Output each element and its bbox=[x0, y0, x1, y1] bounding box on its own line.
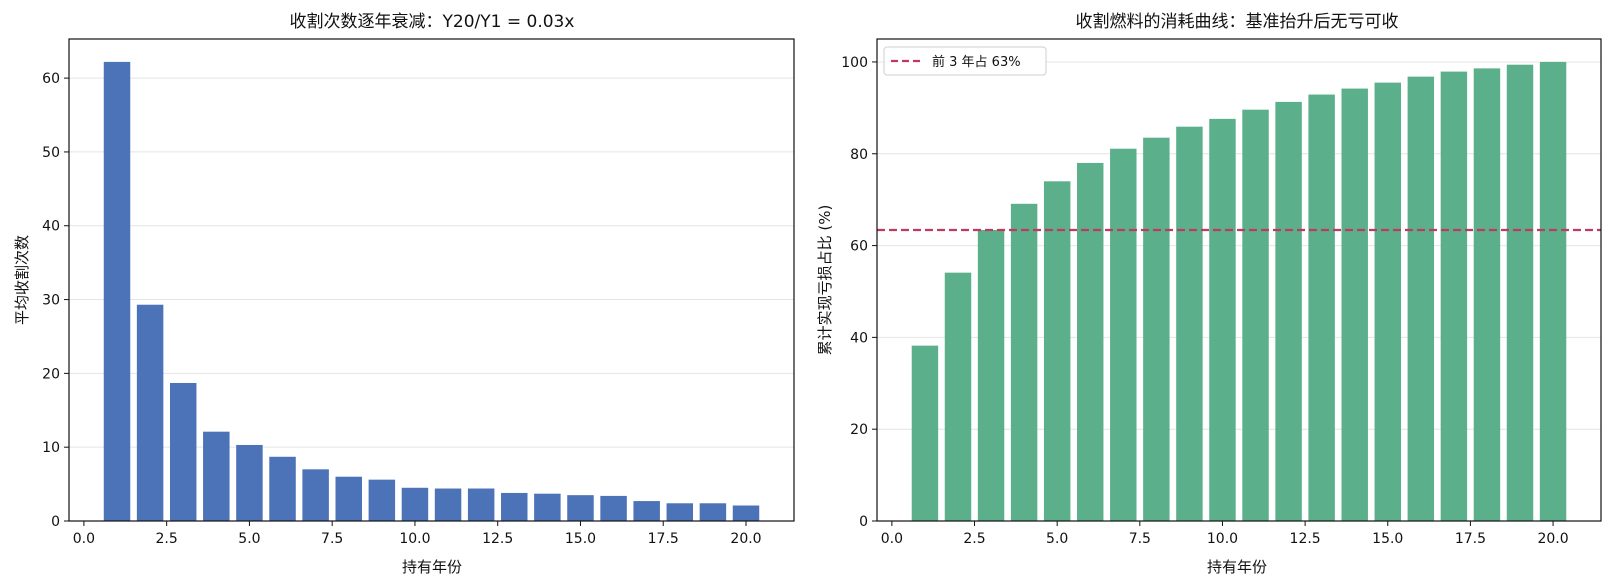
bar bbox=[666, 503, 694, 521]
bar bbox=[302, 469, 329, 521]
x-tick-label: 10.0 bbox=[1207, 531, 1238, 547]
bar bbox=[1043, 181, 1071, 522]
bar bbox=[236, 444, 263, 521]
x-tick-label: 2.5 bbox=[963, 531, 985, 547]
x-tick-label: 20.0 bbox=[730, 531, 761, 547]
bar bbox=[368, 479, 396, 521]
x-tick-label: 10.0 bbox=[399, 531, 430, 547]
bar bbox=[1010, 203, 1038, 521]
bar bbox=[1506, 64, 1534, 521]
plot-frame bbox=[876, 38, 1602, 522]
bar bbox=[1176, 126, 1203, 521]
bar bbox=[103, 61, 131, 522]
loss-consumption-chart: 收割燃料的消耗曲线：基准抬升后无亏可收 0.0 2.5 5.0 7.5 10.0 12.5… bbox=[816, 12, 1602, 576]
bar bbox=[567, 495, 594, 521]
bar bbox=[1077, 162, 1104, 521]
bar bbox=[534, 493, 561, 521]
y-tick-label: 30 bbox=[42, 293, 60, 309]
bar bbox=[944, 272, 972, 521]
x-tick-label: 17.5 bbox=[648, 531, 679, 547]
bar bbox=[1143, 137, 1170, 521]
bar bbox=[1209, 118, 1236, 522]
legend-label: 前 3 年占 63% bbox=[932, 54, 1021, 70]
x-tick-label: 2.5 bbox=[156, 531, 178, 547]
x-tick-label: 12.5 bbox=[482, 531, 513, 547]
bar bbox=[467, 488, 495, 521]
bar bbox=[600, 495, 627, 521]
bar bbox=[335, 476, 362, 521]
y-axis-label: 平均收割次数 bbox=[13, 235, 31, 325]
x-tick-label: 15.0 bbox=[565, 531, 596, 547]
x-tick-label: 5.0 bbox=[1046, 531, 1068, 547]
x-axis-label: 持有年份 bbox=[402, 558, 462, 576]
bar bbox=[1110, 148, 1137, 521]
bar bbox=[203, 431, 230, 521]
y-tick-label: 10 bbox=[42, 440, 60, 456]
x-axis-label: 持有年份 bbox=[1207, 558, 1267, 576]
y-tick-label: 100 bbox=[841, 55, 868, 71]
x-tick-label: 12.5 bbox=[1290, 531, 1321, 547]
bar bbox=[1407, 76, 1435, 521]
chart-title: 收割次数逐年衰减：Y20/Y1 = 0.03x bbox=[290, 12, 575, 32]
plot-frame bbox=[68, 38, 795, 522]
bar bbox=[434, 488, 462, 521]
y-tick-label: 60 bbox=[42, 71, 60, 87]
harvest-count-chart: 收割次数逐年衰减：Y20/Y1 = 0.03x 0.0 2.5 5.0 7.5 10.0… bbox=[13, 12, 795, 576]
y-ticks: 0 10 20 30 40 50 60 bbox=[42, 71, 69, 530]
bar bbox=[633, 501, 660, 521]
bar bbox=[269, 456, 296, 521]
x-tick-label: 0.0 bbox=[881, 531, 903, 547]
bar bbox=[1242, 109, 1269, 522]
bar bbox=[1473, 68, 1501, 521]
bar bbox=[1308, 94, 1335, 521]
bar bbox=[136, 304, 164, 521]
bars bbox=[911, 61, 1567, 522]
y-tick-label: 40 bbox=[42, 219, 60, 235]
bar bbox=[501, 492, 528, 521]
legend: 前 3 年占 63% bbox=[883, 46, 1047, 76]
x-ticks: 0.0 2.5 5.0 7.5 10.0 12.5 15.0 17.5 20.0 bbox=[73, 521, 762, 547]
y-tick-label: 50 bbox=[42, 145, 60, 161]
bar bbox=[1341, 88, 1368, 521]
bar bbox=[911, 345, 939, 521]
bar bbox=[977, 229, 1005, 521]
x-ticks: 0.0 2.5 5.0 7.5 10.0 12.5 15.0 17.5 20.0 bbox=[881, 521, 1569, 547]
x-tick-label: 5.0 bbox=[238, 531, 260, 547]
y-tick-label: 80 bbox=[850, 147, 868, 163]
chart-title: 收割燃料的消耗曲线：基准抬升后无亏可收 bbox=[1076, 12, 1399, 32]
x-tick-label: 0.0 bbox=[73, 531, 95, 547]
x-tick-label: 20.0 bbox=[1537, 531, 1568, 547]
bar bbox=[1440, 71, 1468, 522]
bar bbox=[1275, 101, 1302, 521]
y-tick-label: 20 bbox=[850, 422, 868, 438]
y-ticks: 0 20 40 60 80 100 bbox=[841, 55, 877, 530]
bar bbox=[699, 503, 727, 521]
y-tick-label: 40 bbox=[850, 330, 868, 346]
bar bbox=[1374, 82, 1401, 521]
x-tick-label: 7.5 bbox=[1129, 531, 1151, 547]
bar bbox=[1539, 61, 1567, 521]
y-tick-label: 0 bbox=[859, 514, 868, 530]
y-axis-label: 累计实现亏损占比 (%) bbox=[816, 205, 834, 356]
bar bbox=[732, 505, 760, 521]
bar bbox=[401, 487, 429, 521]
x-tick-label: 15.0 bbox=[1372, 531, 1403, 547]
bars bbox=[103, 61, 760, 522]
legend-box bbox=[883, 46, 1047, 76]
y-tick-label: 20 bbox=[42, 366, 60, 382]
x-tick-label: 17.5 bbox=[1455, 531, 1486, 547]
x-tick-label: 7.5 bbox=[321, 531, 343, 547]
bar bbox=[169, 382, 197, 521]
y-tick-label: 0 bbox=[51, 514, 60, 530]
y-tick-label: 60 bbox=[850, 239, 868, 255]
